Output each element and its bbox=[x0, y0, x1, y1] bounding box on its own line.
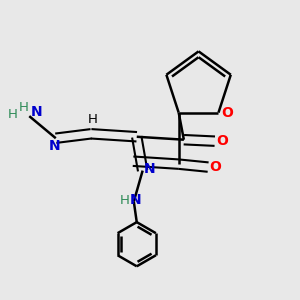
Text: H: H bbox=[19, 101, 29, 114]
Text: H: H bbox=[88, 113, 98, 126]
Text: O: O bbox=[209, 160, 221, 174]
Text: O: O bbox=[221, 106, 233, 120]
Text: H: H bbox=[119, 194, 129, 207]
Text: H: H bbox=[8, 108, 18, 121]
Text: N: N bbox=[31, 105, 43, 119]
Text: O: O bbox=[216, 134, 228, 148]
Text: N: N bbox=[130, 193, 141, 207]
Text: N: N bbox=[144, 162, 156, 176]
Text: N: N bbox=[49, 140, 60, 154]
